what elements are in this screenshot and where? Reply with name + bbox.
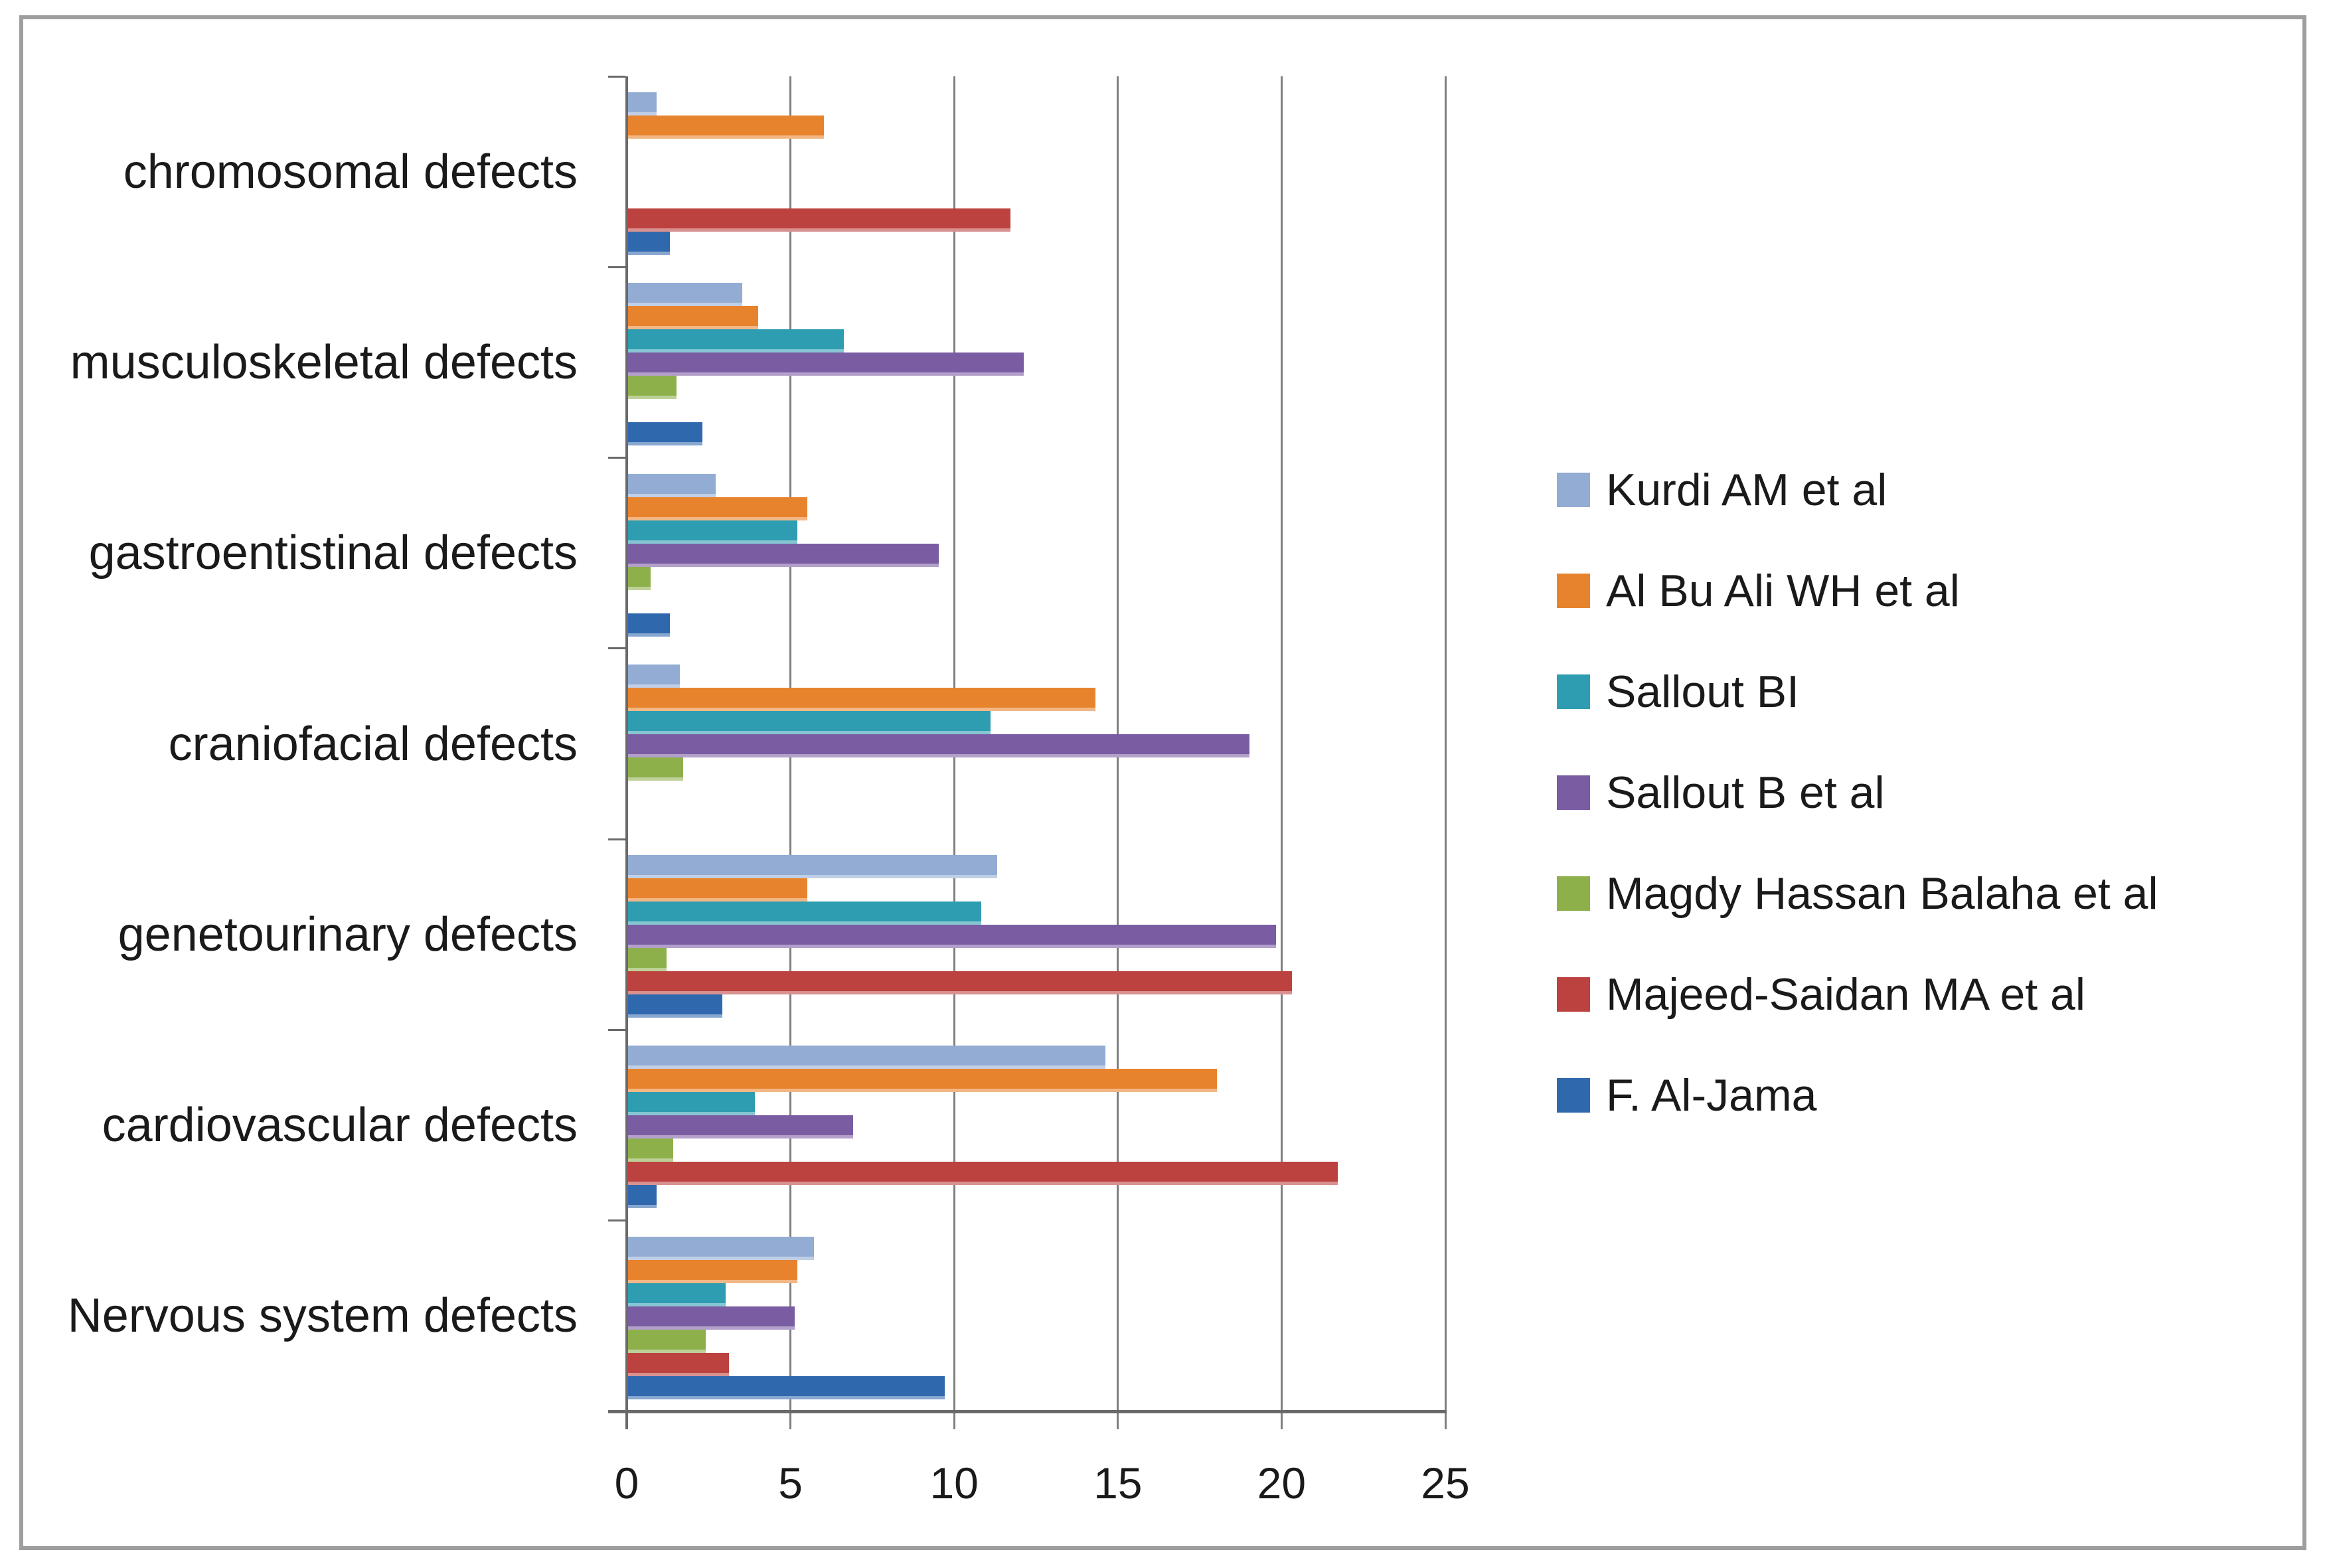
bar: [627, 543, 939, 567]
bar: [627, 902, 981, 925]
bar: [627, 855, 998, 879]
bar: [627, 757, 683, 781]
bar: [627, 971, 1293, 995]
category-label: musculoskeletal defects: [70, 335, 578, 389]
legend-marker: [1557, 674, 1590, 709]
category-tick: [608, 75, 625, 78]
bar: [627, 92, 657, 116]
legend-label: Al Bu Ali WH et al: [1606, 566, 1960, 616]
x-tick-label: 0: [614, 1458, 639, 1508]
bar: [627, 208, 1011, 232]
bar: [627, 1236, 815, 1260]
x-axis-line: [608, 1410, 1447, 1413]
x-tick-label: 25: [1421, 1458, 1470, 1508]
bar: [627, 687, 1096, 711]
category-tick: [608, 457, 625, 459]
legend-marker: [1557, 473, 1590, 507]
category-label: gastroentistinal defects: [88, 526, 578, 580]
y-axis-line: [625, 76, 628, 1429]
bar: [627, 1115, 854, 1139]
bar: [627, 1092, 756, 1116]
category-tick: [608, 1219, 625, 1222]
category-label: cardiovascular defects: [102, 1099, 578, 1152]
x-tick-label: 5: [778, 1458, 803, 1508]
legend-marker: [1557, 1078, 1590, 1113]
bar: [627, 306, 759, 330]
bar: [627, 925, 1276, 949]
bar: [627, 232, 671, 255]
legend-label: Sallout BI: [1606, 666, 1800, 717]
category-label: genetourinary defects: [118, 907, 578, 961]
legend-label: Majeed-Saidan MA et al: [1606, 969, 2085, 1020]
bar: [627, 1138, 674, 1162]
category-tick: [608, 266, 625, 268]
bar: [627, 473, 716, 497]
bar: [627, 1069, 1217, 1093]
bar: [627, 376, 677, 400]
legend-label: F. Al-Jama: [1606, 1070, 1817, 1121]
category-tick: [608, 647, 625, 650]
legend-item: Magdy Hassan Balaha et al: [1557, 868, 2158, 919]
bar: [627, 1185, 657, 1209]
figure-border: [19, 15, 2306, 1550]
bar: [627, 613, 671, 637]
legend-item: Majeed-Saidan MA et al: [1557, 969, 2085, 1020]
legend-item: F. Al-Jama: [1557, 1069, 1816, 1121]
x-tick-label: 10: [929, 1458, 979, 1508]
bar: [627, 1259, 798, 1283]
gridline: [1444, 76, 1447, 1429]
legend-label: Magdy Hassan Balaha et al: [1606, 868, 2158, 919]
category-label: craniofacial defects: [168, 717, 578, 771]
bar: [627, 520, 798, 544]
bar: [627, 497, 808, 520]
category-label: Nervous system defects: [67, 1289, 578, 1343]
category-label: chromosomal defects: [123, 145, 578, 198]
legend-label: Kurdi AM et al: [1606, 465, 1887, 515]
bar: [627, 734, 1250, 757]
bar: [627, 710, 991, 734]
bar: [627, 948, 667, 972]
legend-marker: [1557, 876, 1590, 911]
bar: [627, 1306, 795, 1330]
bar: [627, 1046, 1106, 1069]
bar: [627, 1375, 945, 1399]
bar: [627, 664, 680, 688]
legend-item: Sallout B et al: [1557, 767, 1885, 819]
bar: [627, 878, 808, 902]
legend-item: Kurdi AM et al: [1557, 464, 1887, 516]
legend-label: Sallout B et al: [1606, 767, 1885, 818]
legend-marker: [1557, 574, 1590, 608]
bar: [627, 566, 651, 590]
category-tick: [608, 838, 625, 840]
category-tick: [608, 1028, 625, 1031]
bar: [627, 994, 723, 1018]
bar: [627, 1329, 706, 1353]
bar: [627, 283, 742, 307]
legend-marker: [1557, 977, 1590, 1012]
legend-item: Al Bu Ali WH et al: [1557, 565, 1960, 617]
bar: [627, 1352, 729, 1376]
bar: [627, 1283, 726, 1306]
bar: [627, 422, 703, 446]
bar: [627, 353, 1024, 376]
x-tick-label: 20: [1257, 1458, 1307, 1508]
x-tick-label: 15: [1093, 1458, 1143, 1508]
legend-marker: [1557, 775, 1590, 810]
legend-item: Sallout BI: [1557, 666, 1799, 718]
bar: [627, 329, 844, 353]
bar: [627, 116, 824, 139]
gridline: [1280, 76, 1283, 1429]
bar: [627, 1162, 1338, 1186]
